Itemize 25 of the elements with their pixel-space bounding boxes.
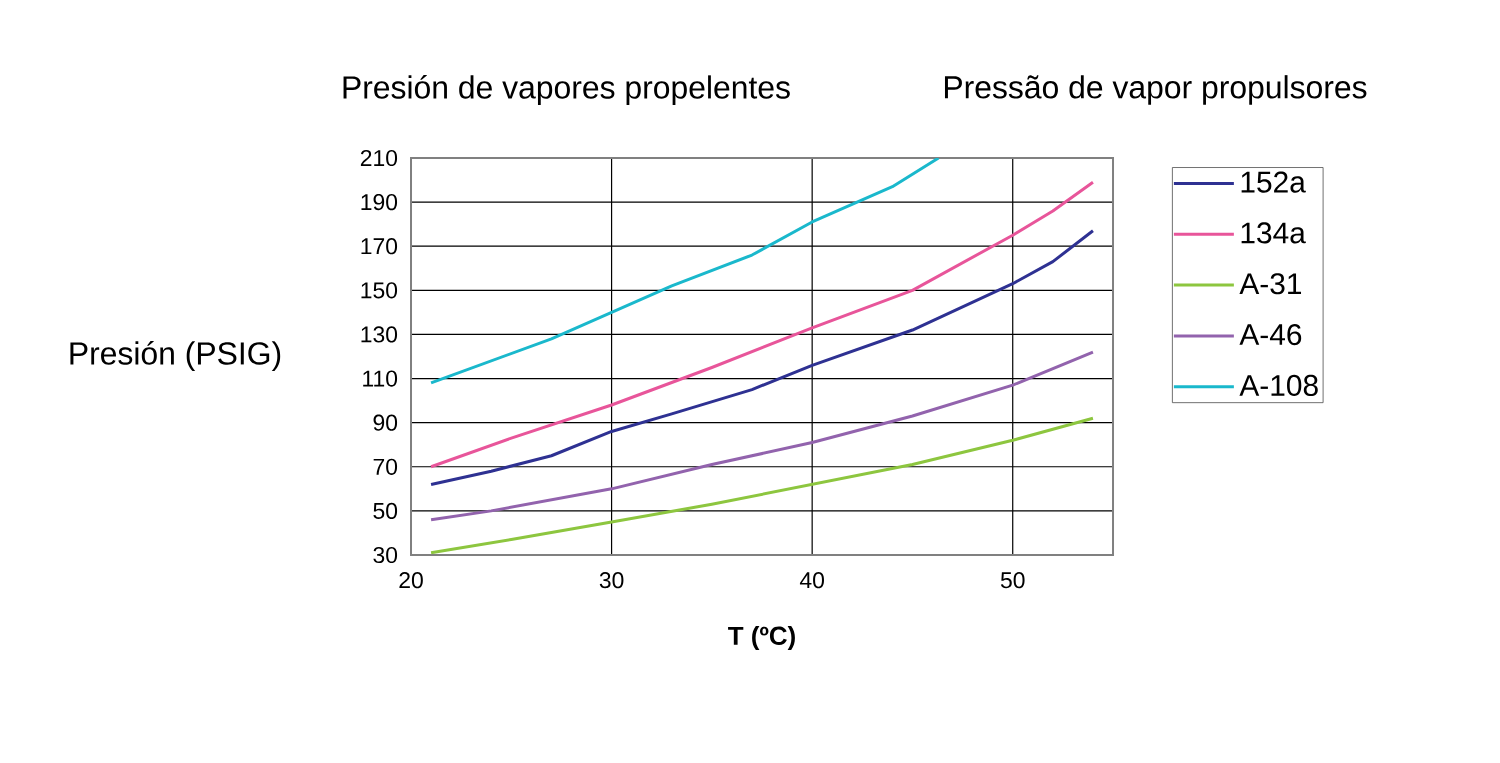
x-tick-label: 30 [599,572,624,589]
y-tick-label: 70 [373,458,398,475]
x-tick-label: 50 [1000,572,1025,589]
chart-title: Presión de vapores propelentes [343,74,790,106]
legend-label: A-31 [1239,273,1302,295]
y-tick-label: 110 [363,370,398,387]
y-tick-label: 170 [361,238,398,255]
x-tick-label: 20 [399,572,423,589]
legend-label: A-108 [1239,374,1318,396]
x-axis-title: T (ºC) [728,625,795,651]
line-series [429,229,1095,486]
legend-label: 134a [1241,222,1306,244]
legend-label: 152a [1241,171,1306,193]
y-tick-label: 210 [360,149,398,167]
y-tick-label: 130 [361,326,398,343]
line-series [429,180,1095,469]
x-tick-label: 40 [799,572,824,589]
chart-subtitle: Pressão de vapor propulsores [944,75,1367,105]
y-axis-title: Presión (PSIG) [70,340,281,372]
y-tick-label: 30 [373,546,398,564]
y-tick-label: 150 [361,282,398,299]
y-tick-label: 50 [373,502,398,519]
y-tick-label: 190 [361,194,398,211]
y-tick-label: 90 [373,414,398,431]
legend-label: A-46 [1239,323,1302,346]
